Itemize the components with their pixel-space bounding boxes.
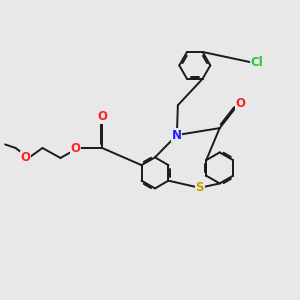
- Text: O: O: [236, 97, 246, 110]
- Text: S: S: [196, 181, 204, 194]
- Text: N: N: [172, 129, 182, 142]
- Text: O: O: [70, 142, 80, 154]
- Text: O: O: [97, 110, 107, 123]
- Text: Cl: Cl: [250, 56, 263, 69]
- Text: O: O: [21, 152, 31, 164]
